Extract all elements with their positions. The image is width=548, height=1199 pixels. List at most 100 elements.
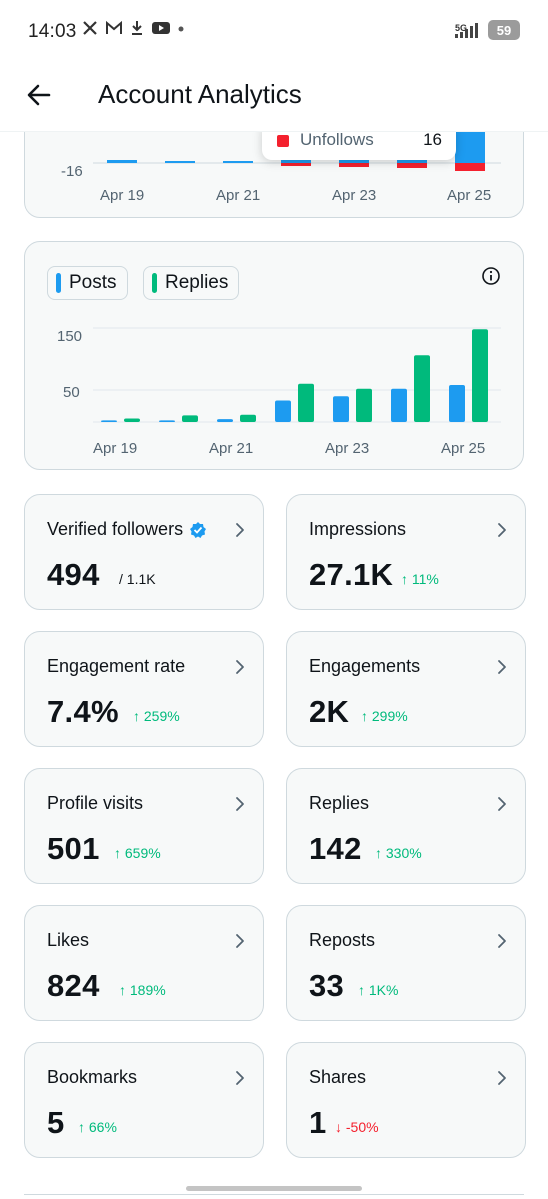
- metric-value: 7.4%: [47, 694, 119, 729]
- metric-label-text: Verified followers: [47, 519, 184, 539]
- y-tick-label: 150: [57, 328, 82, 345]
- metric-label-text: Engagements: [309, 656, 421, 676]
- metric-card[interactable]: Verified followers 494 / 1.1K: [24, 494, 264, 610]
- metric-change: ↑ 330%: [375, 845, 422, 861]
- bar-replies[interactable]: [240, 414, 256, 422]
- metric-value: 2K: [309, 694, 350, 729]
- y-tick-label: 50: [63, 384, 80, 401]
- bar-replies[interactable]: [472, 329, 488, 422]
- legend-replies[interactable]: Replies: [143, 266, 240, 300]
- youtube-icon: [152, 22, 170, 34]
- status-bar: 14:03 5G 59: [0, 0, 548, 64]
- follows-bar: [223, 161, 253, 163]
- metric-change: ↑ 11%: [401, 571, 439, 587]
- bar-posts[interactable]: [275, 400, 291, 422]
- metric-label: Reposts: [309, 930, 375, 951]
- metric-change: ↑ 189%: [119, 982, 166, 998]
- metric-card[interactable]: Engagement rate 7.4% ↑ 259%: [24, 631, 264, 747]
- info-icon[interactable]: [481, 266, 501, 286]
- x-tick-label: Apr 21: [209, 440, 253, 457]
- arrow-left-icon[interactable]: [24, 80, 54, 110]
- metric-card[interactable]: Shares 1 ↓ -50%: [286, 1042, 526, 1158]
- x-tick-label: Apr 23: [325, 440, 369, 457]
- bar-replies[interactable]: [414, 355, 430, 422]
- metric-value: 494: [47, 557, 100, 592]
- bar-replies[interactable]: [182, 415, 198, 422]
- unfollows-bar: [281, 163, 311, 166]
- bar-posts[interactable]: [159, 420, 175, 422]
- bar-posts[interactable]: [101, 420, 117, 422]
- metric-label-text: Likes: [47, 930, 90, 950]
- metric-change: ↑ 299%: [361, 708, 408, 724]
- x-tick-label: Apr 23: [332, 187, 376, 204]
- bar-posts[interactable]: [449, 385, 465, 422]
- metric-label-text: Replies: [309, 793, 370, 813]
- chevron-right-icon[interactable]: [495, 932, 509, 950]
- y-tick-label: -16: [61, 163, 83, 180]
- metric-label: Engagement rate: [47, 656, 185, 677]
- metric-label: Profile visits: [47, 793, 143, 814]
- metric-card[interactable]: Likes 824 ↑ 189%: [24, 905, 264, 1021]
- battery-icon: 59: [488, 20, 520, 40]
- metric-value: 27.1K: [309, 557, 394, 592]
- metric-card[interactable]: Reposts 33 ↑ 1K%: [286, 905, 526, 1021]
- metric-label-text: Shares: [309, 1067, 367, 1087]
- x-tick-label: Apr 25: [441, 440, 485, 457]
- next-card-peek: [24, 1194, 524, 1199]
- metric-change: ↑ 659%: [114, 845, 161, 861]
- tooltip-swatch: [277, 135, 289, 147]
- battery-level: 59: [496, 22, 512, 38]
- chevron-right-icon[interactable]: [495, 795, 509, 813]
- x-tick-label: Apr 19: [100, 187, 144, 204]
- metric-label: Replies: [309, 793, 369, 814]
- legend-label: Replies: [165, 272, 229, 293]
- tooltip-label: Unfollows: [300, 130, 374, 149]
- follows-bar: [165, 161, 195, 163]
- chevron-right-icon[interactable]: [495, 1069, 509, 1087]
- chevron-right-icon[interactable]: [495, 521, 509, 539]
- metric-value: 142: [309, 831, 362, 866]
- gmail-icon: [106, 20, 122, 34]
- dot-icon: [178, 26, 184, 32]
- bar-replies[interactable]: [356, 388, 372, 422]
- verified-badge-icon: [190, 521, 207, 538]
- metric-card[interactable]: Replies 142 ↑ 330%: [286, 768, 526, 884]
- bar-posts[interactable]: [391, 388, 407, 422]
- legend-posts[interactable]: Posts: [47, 266, 128, 300]
- chevron-right-icon[interactable]: [233, 658, 247, 676]
- metric-change: ↑ 259%: [133, 708, 180, 724]
- metric-change: ↓ -50%: [335, 1119, 379, 1135]
- x-logo-icon: [83, 21, 97, 35]
- metric-change: ↑ 1K%: [358, 982, 399, 998]
- network-label: 5G: [455, 23, 468, 33]
- download-icon: [132, 21, 142, 35]
- posts-replies-chart-card: Posts Replies 150 50 Apr 19 Apr 21 Apr 2…: [24, 241, 524, 470]
- x-tick-label: Apr 19: [93, 440, 137, 457]
- metric-label-text: Bookmarks: [47, 1067, 138, 1087]
- metric-label: Impressions: [309, 519, 406, 540]
- metric-change: ↑ 66%: [78, 1119, 117, 1135]
- metric-card[interactable]: Profile visits 501 ↑ 659%: [24, 768, 264, 884]
- metric-label: Likes: [47, 930, 89, 951]
- metric-card[interactable]: Impressions 27.1K ↑ 11%: [286, 494, 526, 610]
- follows-bar: [107, 160, 137, 163]
- chevron-right-icon[interactable]: [495, 658, 509, 676]
- metric-label: Shares: [309, 1067, 366, 1088]
- bar-posts[interactable]: [217, 419, 233, 422]
- chevron-right-icon[interactable]: [233, 795, 247, 813]
- metric-card[interactable]: Engagements 2K ↑ 299%: [286, 631, 526, 747]
- metric-value: 5: [47, 1105, 65, 1140]
- bar-replies[interactable]: [124, 418, 140, 422]
- chevron-right-icon[interactable]: [233, 932, 247, 950]
- legend-label: Posts: [69, 272, 117, 293]
- tooltip-value: 16: [423, 130, 442, 149]
- app-header: Account Analytics: [0, 64, 548, 132]
- unfollows-bar: [455, 163, 485, 171]
- bar-replies[interactable]: [298, 383, 314, 422]
- metric-card[interactable]: Bookmarks 5 ↑ 66%: [24, 1042, 264, 1158]
- legend-swatch-replies: [152, 273, 157, 293]
- bar-posts[interactable]: [333, 396, 349, 422]
- chevron-right-icon[interactable]: [233, 521, 247, 539]
- chevron-right-icon[interactable]: [233, 1069, 247, 1087]
- home-indicator[interactable]: [186, 1186, 362, 1191]
